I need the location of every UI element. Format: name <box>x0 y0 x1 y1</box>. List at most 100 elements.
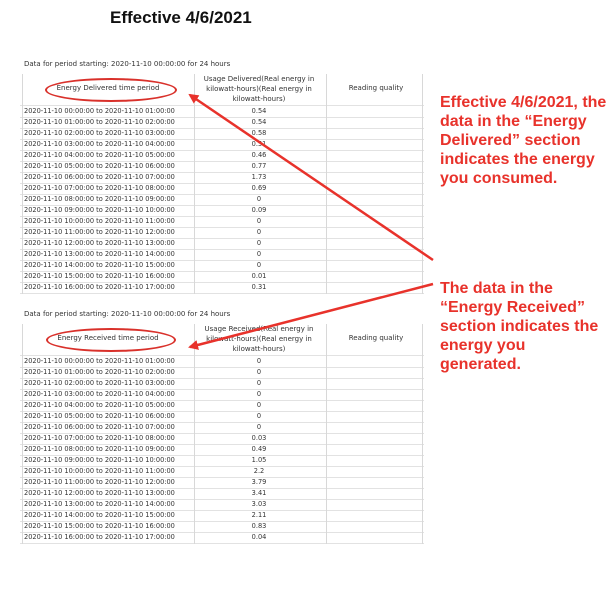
table-row-value: 0 <box>256 423 262 431</box>
row-divider <box>20 378 424 379</box>
note-delivered: Effective 4/6/2021, the data in the “Ene… <box>440 94 607 187</box>
column-header-usage: Usage Delivered(Real energy in kilowatt-h… <box>194 74 324 104</box>
table-row-value: 0.51 <box>251 140 267 148</box>
row-divider <box>20 499 424 500</box>
period-line: Data for period starting: 2020-11-10 00:… <box>24 310 231 318</box>
row-divider <box>20 139 424 140</box>
row-divider <box>20 510 424 511</box>
table-row-period: 2020-11-10 09:00:00 to 2020-11-10 10:00:… <box>24 456 175 464</box>
row-divider <box>20 466 424 467</box>
column-header-quality: Reading quality <box>348 84 404 92</box>
table-row-period: 2020-11-10 15:00:00 to 2020-11-10 16:00:… <box>24 522 175 530</box>
column-divider <box>326 74 327 294</box>
column-header-quality: Reading quality <box>348 334 404 342</box>
table-row-value: 0 <box>256 390 262 398</box>
table-row-period: 2020-11-10 03:00:00 to 2020-11-10 04:00:… <box>24 140 175 148</box>
table-row-value: 0.09 <box>251 206 267 214</box>
table-row-period: 2020-11-10 15:00:00 to 2020-11-10 16:00:… <box>24 272 175 280</box>
row-divider <box>20 293 424 294</box>
table-row-value: 1.05 <box>251 456 267 464</box>
table-row-value: 0.31 <box>251 283 267 291</box>
table-row-value: 0.46 <box>251 151 267 159</box>
row-divider <box>20 150 424 151</box>
table-row-period: 2020-11-10 07:00:00 to 2020-11-10 08:00:… <box>24 184 175 192</box>
table-row-period: 2020-11-10 14:00:00 to 2020-11-10 15:00:… <box>24 511 175 519</box>
table-row-value: 3.79 <box>251 478 267 486</box>
arrow-to-delivered <box>188 93 434 262</box>
table-row-period: 2020-11-10 13:00:00 to 2020-11-10 14:00:… <box>24 500 175 508</box>
table-row-period: 2020-11-10 07:00:00 to 2020-11-10 08:00:… <box>24 434 175 442</box>
row-divider <box>20 532 424 533</box>
table-row-value: 0.77 <box>251 162 267 170</box>
table-row-value: 0 <box>256 250 262 258</box>
row-divider <box>20 389 424 390</box>
table-row-period: 2020-11-10 12:00:00 to 2020-11-10 13:00:… <box>24 239 175 247</box>
table-row-value: 0 <box>256 401 262 409</box>
row-divider <box>20 367 424 368</box>
delivered-table: Data for period starting: 2020-11-10 00:… <box>14 60 424 300</box>
column-divider <box>22 74 23 294</box>
table-row-value: 0 <box>256 357 262 365</box>
column-divider <box>22 324 23 544</box>
column-divider <box>422 74 423 294</box>
table-row-value: 0.69 <box>251 184 267 192</box>
table-row-period: 2020-11-10 14:00:00 to 2020-11-10 15:00:… <box>24 261 175 269</box>
table-row-period: 2020-11-10 11:00:00 to 2020-11-10 12:00:… <box>24 228 175 236</box>
row-divider <box>20 128 424 129</box>
header-divider <box>20 105 424 106</box>
usage-header-line: kilowatt-hours) <box>232 345 286 353</box>
table-row-period: 2020-11-10 04:00:00 to 2020-11-10 05:00:… <box>24 151 175 159</box>
arrow-to-received <box>188 282 434 350</box>
table-row-period: 2020-11-10 02:00:00 to 2020-11-10 03:00:… <box>24 379 175 387</box>
table-row-value: 0.54 <box>251 118 267 126</box>
table-row-period: 2020-11-10 00:00:00 to 2020-11-10 01:00:… <box>24 107 175 115</box>
highlight-ellipse <box>45 78 177 102</box>
table-row-period: 2020-11-10 04:00:00 to 2020-11-10 05:00:… <box>24 401 175 409</box>
note-received: The data in the “Energy Received” sectio… <box>440 280 599 373</box>
row-divider <box>20 227 424 228</box>
column-divider <box>194 74 195 294</box>
table-row-period: 2020-11-10 12:00:00 to 2020-11-10 13:00:… <box>24 489 175 497</box>
table-row-value: 0.58 <box>251 129 267 137</box>
column-divider <box>326 324 327 544</box>
table-row-period: 2020-11-10 01:00:00 to 2020-11-10 02:00:… <box>24 368 175 376</box>
table-row-period: 2020-11-10 00:00:00 to 2020-11-10 01:00:… <box>24 357 175 365</box>
table-row-period: 2020-11-10 16:00:00 to 2020-11-10 17:00:… <box>24 283 175 291</box>
table-row-value: 0.49 <box>251 445 267 453</box>
column-divider <box>194 324 195 544</box>
table-row-period: 2020-11-10 03:00:00 to 2020-11-10 04:00:… <box>24 390 175 398</box>
row-divider <box>20 216 424 217</box>
table-row-period: 2020-11-10 16:00:00 to 2020-11-10 17:00:… <box>24 533 175 541</box>
table-row-value: 0.03 <box>251 434 267 442</box>
table-row-value: 0 <box>256 379 262 387</box>
row-divider <box>20 543 424 544</box>
table-row-value: 0.01 <box>251 272 267 280</box>
table-row-value: 0 <box>256 412 262 420</box>
table-row-period: 2020-11-10 10:00:00 to 2020-11-10 11:00:… <box>24 467 175 475</box>
usage-header-line: kilowatt-hours) <box>232 95 286 103</box>
table-row-value: 0.83 <box>251 522 267 530</box>
table-row-value: 2.2 <box>253 467 265 475</box>
usage-header-line: kilowatt-hours)(Real energy in <box>206 335 312 343</box>
table-row-value: 0 <box>256 195 262 203</box>
table-row-value: 3.03 <box>251 500 267 508</box>
row-divider <box>20 205 424 206</box>
page-title: Effective 4/6/2021 <box>110 8 252 27</box>
header-divider <box>20 355 424 356</box>
row-divider <box>20 455 424 456</box>
row-divider <box>20 172 424 173</box>
table-row-period: 2020-11-10 08:00:00 to 2020-11-10 09:00:… <box>24 195 175 203</box>
usage-header-line: kilowatt-hours)(Real energy in <box>206 85 312 93</box>
table-row-period: 2020-11-10 08:00:00 to 2020-11-10 09:00:… <box>24 445 175 453</box>
table-row-period: 2020-11-10 06:00:00 to 2020-11-10 07:00:… <box>24 423 175 431</box>
table-row-period: 2020-11-10 05:00:00 to 2020-11-10 06:00:… <box>24 162 175 170</box>
row-divider <box>20 411 424 412</box>
table-row-period: 2020-11-10 01:00:00 to 2020-11-10 02:00:… <box>24 118 175 126</box>
column-divider <box>422 324 423 544</box>
table-row-value: 3.41 <box>251 489 267 497</box>
usage-header-line: Usage Delivered(Real energy in <box>203 75 315 83</box>
row-divider <box>20 422 424 423</box>
table-row-value: 0 <box>256 368 262 376</box>
row-divider <box>20 282 424 283</box>
